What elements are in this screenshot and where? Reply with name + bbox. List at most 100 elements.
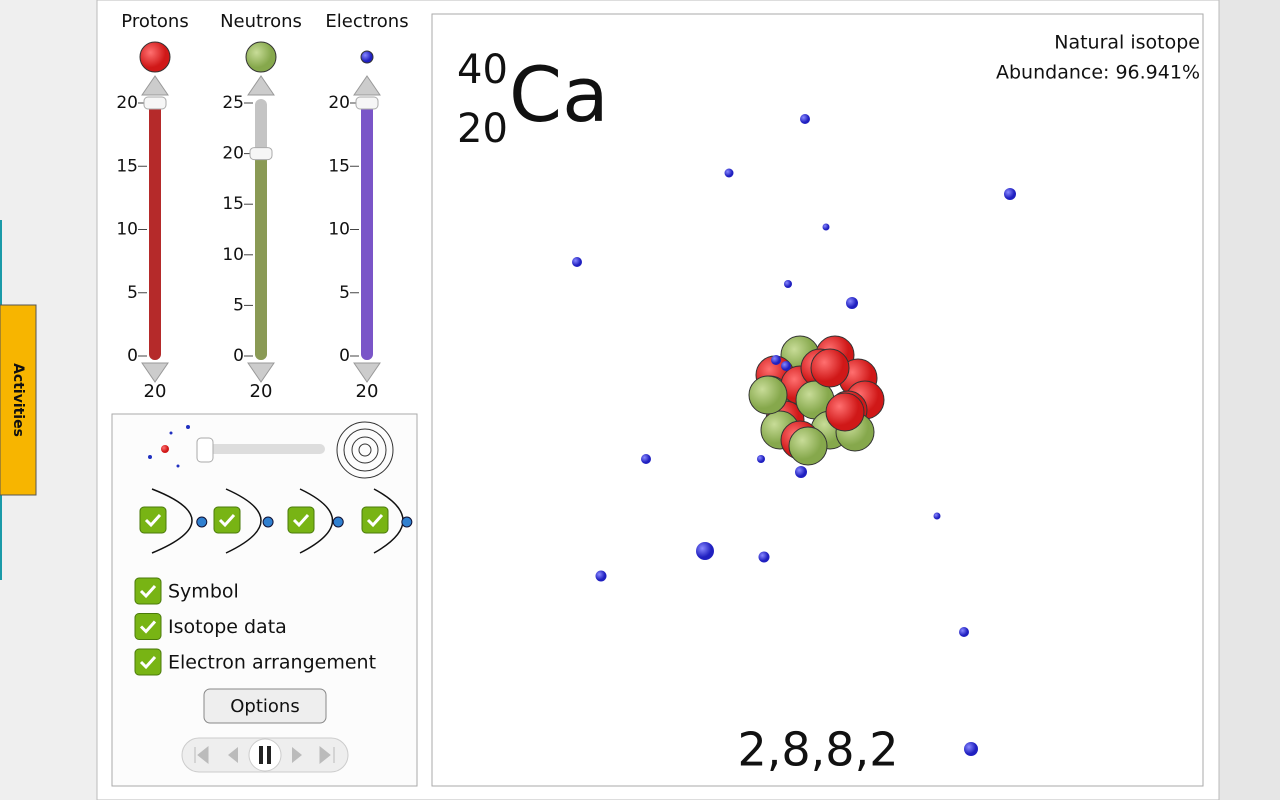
tick-label: 10	[328, 220, 350, 240]
electron	[724, 168, 734, 178]
up-arrow[interactable]	[141, 75, 169, 96]
icon	[186, 425, 190, 429]
tick-label: 10	[116, 220, 138, 240]
neutron	[788, 426, 828, 466]
checkbox[interactable]	[287, 506, 315, 534]
option-label: Isotope data	[168, 616, 287, 638]
activities-tab[interactable]	[0, 304, 37, 496]
thumb[interactable]	[249, 147, 273, 161]
options-panel	[111, 413, 418, 787]
slider-label: Electrons	[325, 11, 408, 32]
tick-label: 5	[233, 295, 244, 315]
electron-icon	[401, 516, 413, 528]
curve-toggles	[139, 488, 413, 554]
electron	[822, 223, 830, 231]
back-button[interactable]	[228, 747, 238, 763]
tick-label: 0	[127, 346, 138, 366]
checkmark	[139, 620, 157, 634]
pause-icon	[259, 746, 271, 764]
slider-label: Neutrons	[220, 11, 302, 32]
tick-label: 0	[339, 346, 350, 366]
down-arrow[interactable]	[247, 362, 275, 383]
checkbox[interactable]	[361, 506, 389, 534]
icon	[161, 445, 169, 453]
checkmark	[139, 655, 157, 670]
pause-button[interactable]	[248, 738, 282, 772]
options-button[interactable]	[203, 688, 327, 724]
options-label[interactable]: Options	[230, 696, 299, 717]
abundance: Abundance: 96.941%	[996, 62, 1200, 84]
checkmark	[144, 513, 162, 528]
playback	[181, 737, 349, 773]
curve-icon	[151, 488, 193, 554]
electron	[959, 627, 969, 637]
electron	[795, 466, 807, 478]
up-arrow[interactable]	[247, 75, 275, 96]
electron	[641, 454, 651, 464]
electron	[933, 512, 941, 520]
thumb[interactable]	[355, 96, 379, 110]
electrons	[572, 114, 1016, 756]
slider-value: 20	[356, 381, 379, 402]
particle-icon	[360, 50, 374, 64]
thumb[interactable]	[143, 96, 167, 110]
icon	[148, 455, 152, 459]
tick-label: 15	[116, 156, 138, 176]
electron	[696, 542, 714, 560]
down-arrow[interactable]	[141, 362, 169, 383]
electron-icon	[262, 516, 274, 528]
electron	[758, 551, 770, 563]
electron-icon	[332, 516, 344, 528]
particle-icon	[245, 41, 277, 73]
thumb[interactable]	[196, 437, 214, 463]
electron	[800, 114, 810, 124]
last-button[interactable]	[319, 745, 335, 765]
tick-label: 20	[222, 144, 244, 164]
nucleus	[748, 335, 885, 466]
element-symbol: Ca	[509, 50, 609, 139]
checkbox[interactable]	[134, 613, 162, 640]
isotope-status: Natural isotope	[1054, 32, 1200, 54]
neutron	[748, 375, 788, 415]
icon	[176, 464, 180, 468]
option-label: Symbol	[168, 581, 239, 603]
electron-arrangement: 2,8,8,2	[738, 723, 899, 777]
checkbox[interactable]	[139, 506, 167, 534]
tick-label: 15	[328, 156, 350, 176]
tick-label: 0	[233, 346, 244, 366]
down-arrow[interactable]	[353, 362, 381, 383]
electron	[964, 742, 978, 756]
sliders: Protons 20 15 10 5 0 20 Neutrons 25 20 15 10 5 0 20 Ele…	[116, 11, 408, 402]
electron	[781, 361, 791, 371]
particle-icon	[139, 41, 171, 73]
track-fill	[255, 149, 267, 360]
tick-label: 20	[328, 93, 350, 113]
rings-icon	[336, 421, 394, 479]
checkmark	[366, 513, 384, 528]
option-label: Electron arrangement	[168, 652, 376, 674]
slider-value: 20	[250, 381, 273, 402]
checkbox[interactable]	[213, 506, 241, 534]
up-arrow[interactable]	[353, 75, 381, 96]
track[interactable]	[200, 444, 325, 454]
checkbox[interactable]	[134, 648, 162, 676]
atomic-number: 20	[457, 106, 508, 152]
electron	[1004, 188, 1016, 200]
tick-label: 20	[116, 93, 138, 113]
model-slider	[148, 421, 394, 479]
electron	[595, 570, 607, 582]
tick-label: 15	[222, 194, 244, 214]
electron	[572, 257, 582, 267]
step-button[interactable]	[292, 747, 302, 763]
checkbox[interactable]	[134, 577, 162, 605]
activities-label[interactable]: Activities	[10, 363, 26, 437]
tick-label: 10	[222, 245, 244, 265]
track-fill	[149, 99, 161, 360]
curve-icon	[299, 488, 333, 554]
first-button[interactable]	[194, 745, 209, 765]
tick-label: 25	[222, 93, 244, 113]
tick-label: 5	[127, 283, 138, 303]
tick-label: 5	[339, 283, 350, 303]
